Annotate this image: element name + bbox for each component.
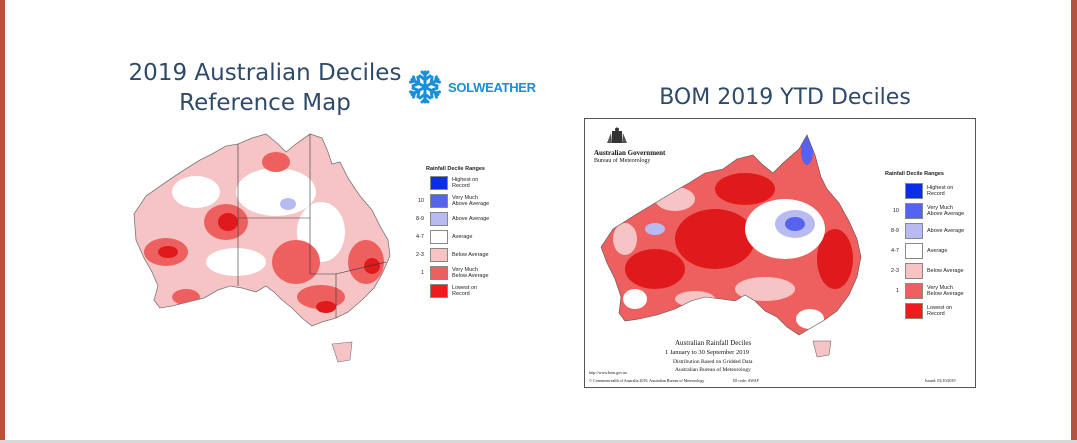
legend-row-lowest: Lowest on Record — [410, 284, 492, 298]
right-frame-border — [1071, 0, 1077, 443]
bom-swatch-above — [905, 223, 923, 239]
legend-row-highest: Highest on Record — [410, 176, 492, 190]
swatch-very-much-below — [430, 266, 448, 280]
bom-legend-row-lowest: Lowest on Record — [885, 303, 967, 319]
bom-map-frame: Australian Government Bureau of Meteorol… — [584, 118, 976, 388]
bottom-frame-border — [0, 440, 1077, 443]
solweather-wordmark: SOLWEATHER — [448, 79, 536, 95]
left-legend: Rainfall Decile Ranges Highest on Record… — [410, 158, 494, 304]
swatch-lowest — [430, 284, 448, 298]
bom-legend-row-above: 8-9 Above Average — [885, 223, 967, 239]
snowflake-icon — [408, 70, 442, 104]
legend-row-below: 2-3 Below Average — [410, 248, 492, 262]
bom-deciles-map — [600, 134, 862, 358]
bom-legend-row-very-much-above: 10 Very Much Above Average — [892, 203, 965, 219]
bom-caption-title: Australian Rainfall Deciles — [675, 339, 752, 347]
legend-title: Rainfall Decile Ranges — [426, 166, 485, 172]
bom-legend-row-average: 4-7 Average — [885, 243, 967, 259]
swatch-highest — [430, 176, 448, 190]
bom-legend-row-very-much-below: 1 Very Much Below Average — [895, 283, 964, 299]
right-map-title: BOM 2019 YTD Deciles — [659, 85, 911, 110]
swatch-very-much-above — [430, 194, 448, 208]
bom-legend: Rainfall Decile Ranges Highest on Record… — [885, 171, 965, 321]
agency-name: Australian Government — [594, 149, 666, 157]
bom-legend-row-below: 2-3 Below Average — [885, 263, 967, 279]
left-map-title: 2019 Australian Deciles Reference Map — [128, 60, 402, 116]
bom-url: http://www.bom.gov.au — [589, 370, 627, 375]
australian-government-crest — [607, 127, 627, 143]
bom-issued-date: Issued: 03/10/2019 — [925, 378, 956, 383]
bom-copyright: © Commonwealth of Australia 2019, Austra… — [589, 378, 705, 383]
bom-legend-title: Rainfall Decile Ranges — [885, 171, 944, 177]
solweather-logo: SOLWEATHER — [408, 68, 536, 106]
legend-row-very-much-below: 1 Very Much Below Average — [420, 266, 489, 280]
bom-caption-distribution: Distribution Based on Gridded Data — [673, 359, 753, 365]
bom-legend-row-highest: Highest on Record — [885, 183, 967, 199]
bom-id-code: ID code: AWAP — [733, 378, 759, 383]
bom-swatch-average — [905, 243, 923, 259]
legend-row-above: 8-9 Above Average — [410, 212, 492, 226]
legend-row-average: 4-7 Average — [410, 230, 492, 244]
swatch-above — [430, 212, 448, 226]
bom-swatch-below — [905, 263, 923, 279]
agency-subname: Bureau of Meteorology — [594, 158, 651, 164]
bom-swatch-lowest — [905, 303, 923, 319]
left-deciles-map — [133, 133, 391, 363]
swatch-below — [430, 248, 448, 262]
left-frame-border — [0, 0, 5, 443]
bom-caption-source: Australian Bureau of Meteorology — [675, 367, 751, 373]
legend-row-very-much-above: 10 Very Much Above Average — [417, 194, 490, 208]
swatch-average — [430, 230, 448, 244]
bom-swatch-very-much-above — [905, 203, 923, 219]
bom-caption-period: 1 January to 30 September 2019 — [665, 349, 749, 356]
bom-swatch-highest — [905, 183, 923, 199]
bom-swatch-very-much-below — [905, 283, 923, 299]
